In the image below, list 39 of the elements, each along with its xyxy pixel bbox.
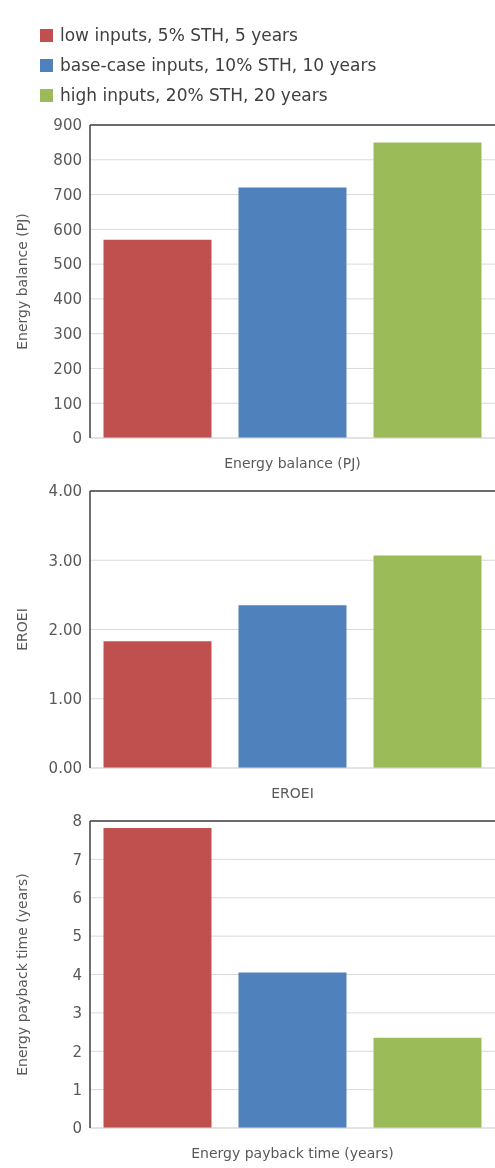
y-tick-label: 8: [72, 812, 82, 831]
y-tick-label: 5: [72, 927, 82, 946]
y-tick-label: 6: [72, 889, 82, 908]
legend-label: high inputs, 20% STH, 20 years: [60, 84, 328, 107]
bar: [103, 827, 212, 1128]
y-tick-label: 400: [53, 290, 82, 309]
y-tick-label: 1.00: [48, 690, 82, 709]
y-tick-label: 700: [53, 185, 82, 204]
bar: [103, 641, 212, 768]
y-tick-label: 800: [53, 151, 82, 170]
y-tick-label: 0.00: [48, 759, 82, 778]
y-tick-label: 1: [72, 1080, 82, 1099]
y-tick-label: 300: [53, 324, 82, 343]
bar: [373, 555, 482, 768]
y-tick-label: 100: [53, 394, 82, 413]
y-tick-label: 0: [72, 1119, 82, 1138]
y-tick-label: 200: [53, 359, 82, 378]
y-tick-label: 600: [53, 220, 82, 239]
y-axis-title: EROEI: [13, 608, 30, 651]
y-axis-title: Energy payback time (years): [13, 873, 30, 1076]
y-tick-label: 4.00: [48, 482, 82, 501]
y-tick-label: 500: [53, 255, 82, 274]
y-tick-label: 2: [72, 1042, 82, 1061]
bar: [373, 1037, 482, 1128]
y-tick-label: 900: [53, 116, 82, 135]
y-tick-label: 3: [72, 1004, 82, 1023]
x-axis-title: Energy payback time (years): [191, 1145, 394, 1161]
y-tick-label: 2.00: [48, 620, 82, 639]
y-tick-label: 7: [72, 850, 82, 869]
y-axis-title: Energy balance (PJ): [13, 213, 30, 350]
x-axis-title: Energy balance (PJ): [224, 455, 361, 471]
y-tick-label: 3.00: [48, 551, 82, 570]
x-axis-title: EROEI: [271, 785, 314, 801]
legend-label: low inputs, 5% STH, 5 years: [60, 24, 298, 47]
legend-label: base-case inputs, 10% STH, 10 years: [60, 54, 377, 77]
bar: [238, 972, 347, 1128]
bar: [238, 605, 347, 768]
y-tick-label: 4: [72, 965, 82, 984]
y-tick-label: 0: [72, 429, 82, 448]
